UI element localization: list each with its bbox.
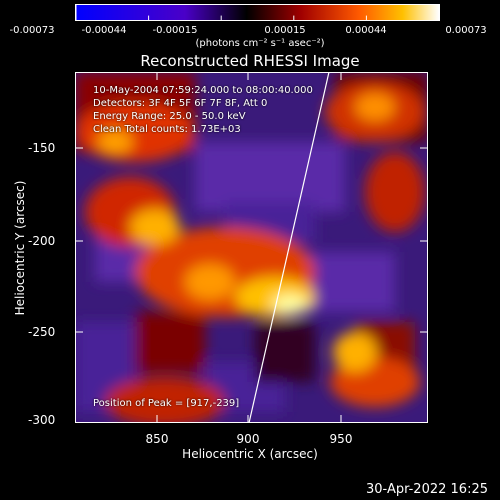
colorbar-tick-label: -0.00073	[9, 25, 55, 36]
colorbar-tick-label: 0.00073	[445, 25, 487, 36]
image-title: Reconstructed RHESSI Image	[140, 52, 360, 70]
x-tick-label: 850	[145, 432, 169, 446]
x-tick-label: 950	[329, 432, 353, 446]
colorbar-units: (photons cm⁻² s⁻¹ asec⁻²)	[195, 38, 325, 49]
colorbar-tick-label: -0.00015	[152, 25, 198, 36]
plot-timestamp: 30-Apr-2022 16:25	[366, 482, 488, 497]
clean-counts: Clean Total counts: 1.73E+03	[93, 124, 241, 135]
colorbar-tick-label: 0.00044	[345, 25, 387, 36]
energy-range: Energy Range: 25.0 - 50.0 keV	[93, 111, 246, 122]
rhessi-image	[75, 72, 428, 423]
detectors-info: Detectors: 3F 4F 5F 6F 7F 8F, Att 0	[93, 98, 268, 109]
peak-position: Position of Peak = [917,-239]	[93, 398, 240, 409]
y-tick-label: -200	[28, 234, 56, 248]
y-tick-label: -150	[28, 141, 56, 155]
y-tick-label: -250	[28, 325, 56, 339]
y-axis-label: Heliocentric Y (arcsec)	[13, 180, 27, 316]
x-axis-label: Heliocentric X (arcsec)	[182, 447, 318, 461]
y-tick-label: -300	[28, 413, 56, 427]
colorbar	[75, 4, 440, 21]
time-range: 10-May-2004 07:59:24.000 to 08:00:40.000	[93, 85, 313, 96]
colorbar-tick-label: -0.00044	[81, 25, 127, 36]
x-tick-label: 900	[236, 432, 260, 446]
colorbar-tick-label: 0.00015	[264, 25, 306, 36]
